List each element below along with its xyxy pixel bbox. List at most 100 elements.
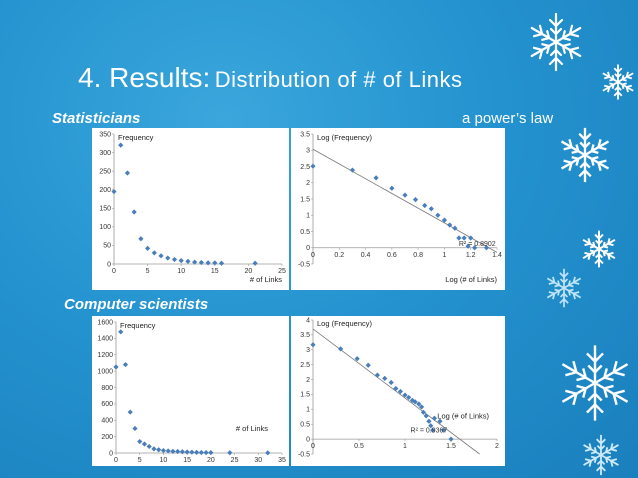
x-tick-label: 0 xyxy=(114,457,118,464)
data-point xyxy=(448,436,454,442)
y-tick-label: 600 xyxy=(101,401,113,408)
x-axis-title: Log (# of Links) xyxy=(437,411,489,420)
x-tick-label: 0.5 xyxy=(354,443,364,450)
data-point xyxy=(349,167,356,173)
data-point xyxy=(310,342,316,348)
data-point xyxy=(189,449,195,455)
y-tick-label: 1400 xyxy=(97,336,113,343)
y-tick-label: 2.5 xyxy=(300,164,310,171)
x-tick-label: 15 xyxy=(211,268,219,275)
data-point xyxy=(185,258,191,264)
x-tick-label: 2 xyxy=(495,443,499,450)
y-tick-label: 1200 xyxy=(97,352,113,359)
data-point xyxy=(158,253,164,259)
y-axis-title: Frequency xyxy=(120,321,156,330)
y-tick-label: 0 xyxy=(306,245,310,252)
y-tick-label: 1600 xyxy=(97,319,113,326)
x-tick-label: 30 xyxy=(254,457,262,464)
x-tick-label: 1.4 xyxy=(492,252,502,259)
x-tick-label: 0 xyxy=(311,252,315,259)
power-law-label: a power’s law xyxy=(462,110,554,127)
data-point xyxy=(194,449,200,455)
snowflake-icon xyxy=(600,63,636,101)
y-tick-label: 250 xyxy=(99,168,111,175)
x-tick-label: 0 xyxy=(311,443,315,450)
x-axis-title: # of Links xyxy=(236,424,268,433)
data-point xyxy=(165,255,171,261)
data-point xyxy=(138,236,144,242)
data-point xyxy=(373,175,379,181)
x-tick-label: 0.2 xyxy=(334,252,344,259)
data-point xyxy=(402,192,408,198)
y-tick-label: 3 xyxy=(306,148,310,155)
data-point xyxy=(151,446,157,452)
data-point xyxy=(212,260,218,266)
y-tick-label: 200 xyxy=(99,187,111,194)
x-tick-label: 1.2 xyxy=(466,252,476,259)
data-point xyxy=(179,449,185,455)
data-point xyxy=(178,258,184,264)
y-tick-label: 1.5 xyxy=(300,196,310,203)
snowflake-icon xyxy=(527,12,585,72)
snowflake-icon xyxy=(556,343,634,423)
snowflake-icon xyxy=(557,126,613,184)
data-point xyxy=(146,443,152,450)
data-point xyxy=(118,329,124,335)
x-tick-label: 5 xyxy=(146,268,150,275)
data-point xyxy=(198,449,204,456)
computer-scientists-label: Computer scientists xyxy=(64,296,209,313)
y-tick-label: 0 xyxy=(306,436,310,443)
chart-panel-3: 0 200 400 600 800 1000 1200 1400 1600 0 5 10 15 20 25 3… xyxy=(92,316,289,466)
y-axis-title: Log (Frequency) xyxy=(317,319,373,328)
slide-title: 4. Results: Distribution of # of Links xyxy=(78,62,463,94)
r-squared-label: R² = 0.8902 xyxy=(459,241,496,248)
x-axis-title: # of Links xyxy=(250,275,282,284)
data-point xyxy=(418,404,425,410)
data-point xyxy=(184,449,190,455)
data-point xyxy=(165,448,171,454)
data-point xyxy=(389,185,395,191)
data-point xyxy=(374,372,380,378)
data-point xyxy=(151,250,157,256)
y-tick-label: 3.5 xyxy=(300,332,310,339)
y-tick-label: 0.5 xyxy=(300,422,310,429)
data-point xyxy=(218,260,225,266)
y-tick-label: 3 xyxy=(306,347,310,354)
x-axis-title: Log (# of Links) xyxy=(445,275,497,284)
snowflake-icon xyxy=(580,229,618,269)
data-point xyxy=(402,392,408,398)
data-point xyxy=(461,235,467,241)
y-tick-label: 350 xyxy=(99,131,111,138)
y-tick-label: 0 xyxy=(107,261,111,268)
y-tick-label: 300 xyxy=(99,150,111,157)
x-tick-label: 15 xyxy=(183,457,191,464)
x-tick-label: 0.8 xyxy=(413,252,423,259)
data-point xyxy=(145,245,151,251)
title-main: 4. Results: xyxy=(78,62,211,93)
data-point xyxy=(426,418,432,424)
data-point xyxy=(198,259,204,266)
y-tick-label: -0.5 xyxy=(298,261,310,268)
y-tick-label: 100 xyxy=(99,224,111,231)
y-tick-label: 2 xyxy=(306,377,310,384)
data-point xyxy=(127,409,133,415)
y-axis-title: Frequency xyxy=(118,133,154,142)
data-point xyxy=(456,235,462,241)
y-tick-label: 4 xyxy=(306,317,310,324)
y-tick-label: 0 xyxy=(109,450,113,457)
x-tick-label: 35 xyxy=(278,457,286,464)
x-tick-label: 25 xyxy=(231,457,239,464)
data-point xyxy=(435,212,441,218)
x-tick-label: 0 xyxy=(112,268,116,275)
y-tick-label: 1 xyxy=(306,213,310,220)
x-tick-label: 10 xyxy=(160,457,168,464)
x-tick-label: 0.4 xyxy=(361,252,371,259)
x-tick-label: 1 xyxy=(403,443,407,450)
y-tick-label: 200 xyxy=(101,434,113,441)
data-point xyxy=(113,364,119,370)
data-point xyxy=(393,385,399,392)
data-point xyxy=(118,142,124,148)
chart-log-statisticians: -0.500.511.522.533.50 0.2 0.4 0.6 0.8 1 1.2 1.4… xyxy=(298,131,502,284)
